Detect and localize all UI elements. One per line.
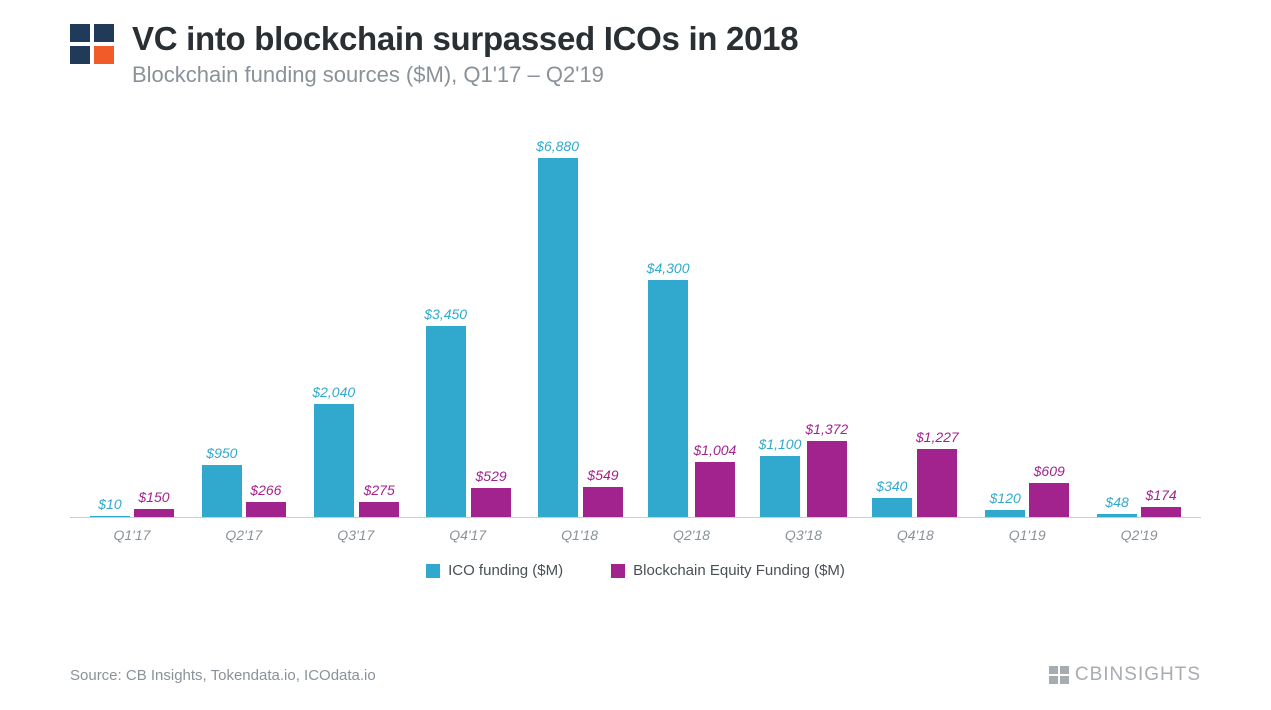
category-label: Q1'19 xyxy=(1009,527,1046,543)
bar-value-label: $1,100 xyxy=(759,436,802,452)
bar xyxy=(471,488,511,517)
bar xyxy=(1141,507,1181,517)
bar-value-label: $1,227 xyxy=(916,429,959,445)
bar xyxy=(1029,483,1069,517)
bar-wrap: $340 xyxy=(872,138,912,517)
bar xyxy=(202,465,242,517)
category-label: Q4'18 xyxy=(897,527,934,543)
bar-value-label: $950 xyxy=(206,445,237,461)
legend-swatch xyxy=(611,564,625,578)
bar-value-label: $549 xyxy=(587,467,618,483)
category-label: Q1'17 xyxy=(113,527,150,543)
bar-wrap: $10 xyxy=(90,138,130,517)
bar-value-label: $48 xyxy=(1105,494,1128,510)
bar xyxy=(760,456,800,517)
source-text: Source: CB Insights, Tokendata.io, ICOda… xyxy=(70,667,376,684)
chart-area: $10 $150 Q1'17 $950 $266 Q2'17 $2,040 $275 Q3'17… xyxy=(70,138,1201,568)
bar xyxy=(246,502,286,517)
chart-title: VC into blockchain surpassed ICOs in 201… xyxy=(132,20,798,58)
bar-group: $6,880$549Q1'18 xyxy=(524,138,636,517)
category-label: Q3'17 xyxy=(337,527,374,543)
bar-group: $3,450$529Q4'17 xyxy=(412,138,524,517)
bar-value-label: $1,004 xyxy=(693,442,736,458)
bar xyxy=(1097,514,1137,517)
legend-item: Blockchain Equity Funding ($M) xyxy=(611,562,845,579)
bar-value-label: $340 xyxy=(876,478,907,494)
category-label: Q1'18 xyxy=(561,527,598,543)
bar-value-label: $609 xyxy=(1034,463,1065,479)
bar-wrap: $48 xyxy=(1097,138,1137,517)
chart-plot: $10$150Q1'17$950$266Q2'17$2,040$275Q3'17… xyxy=(70,138,1201,518)
bar xyxy=(90,516,130,517)
chart-header: VC into blockchain surpassed ICOs in 201… xyxy=(70,20,1201,88)
bar-wrap: $609 xyxy=(1029,138,1069,517)
bar-wrap: $6,880 xyxy=(536,138,579,517)
chart-footer: Source: CB Insights, Tokendata.io, ICOda… xyxy=(70,664,1201,686)
bar-wrap: $1,227 xyxy=(916,138,959,517)
bar-group: $10$150Q1'17 xyxy=(76,138,188,517)
bar xyxy=(538,158,578,517)
bar-wrap: $120 xyxy=(985,138,1025,517)
bar xyxy=(359,502,399,517)
bar-value-label: $6,880 xyxy=(536,138,579,154)
category-label: Q3'18 xyxy=(785,527,822,543)
bar-value-label: $150 xyxy=(138,489,169,505)
bar-wrap: $4,300 xyxy=(647,138,690,517)
category-label: Q4'17 xyxy=(449,527,486,543)
legend-label: Blockchain Equity Funding ($M) xyxy=(633,562,845,579)
bar xyxy=(917,449,957,517)
bar-wrap: $529 xyxy=(471,138,511,517)
bar xyxy=(872,498,912,517)
bar-wrap: $3,450 xyxy=(424,138,467,517)
bar-value-label: $529 xyxy=(476,468,507,484)
footer-brand: CBINSIGHTS xyxy=(1049,664,1201,686)
bar-value-label: $174 xyxy=(1146,487,1177,503)
bar-group: $4,300$1,004Q2'18 xyxy=(636,138,748,517)
bar-value-label: $2,040 xyxy=(312,384,355,400)
bar-wrap: $549 xyxy=(583,138,623,517)
bar-wrap: $275 xyxy=(359,138,399,517)
bar-group: $2,040$275Q3'17 xyxy=(300,138,412,517)
bar-wrap: $2,040 xyxy=(312,138,355,517)
category-label: Q2'18 xyxy=(673,527,710,543)
chart-legend: ICO funding ($M) Blockchain Equity Fundin… xyxy=(70,562,1201,579)
cbinsights-mark-icon xyxy=(1049,666,1069,684)
bar-wrap: $266 xyxy=(246,138,286,517)
bar-value-label: $275 xyxy=(364,482,395,498)
bar xyxy=(985,510,1025,517)
bar-wrap: $150 xyxy=(134,138,174,517)
bar-value-label: $266 xyxy=(250,482,281,498)
bar-wrap: $1,372 xyxy=(805,138,848,517)
bar-value-label: $4,300 xyxy=(647,260,690,276)
bar-group: $120$609Q1'19 xyxy=(971,138,1083,517)
bar xyxy=(426,326,466,517)
bar-value-label: $120 xyxy=(990,490,1021,506)
cbinsights-logo-icon xyxy=(70,24,114,64)
legend-swatch xyxy=(426,564,440,578)
bar-wrap: $1,004 xyxy=(693,138,736,517)
bar xyxy=(583,487,623,517)
bar-group: $1,100$1,372Q3'18 xyxy=(747,138,859,517)
category-label: Q2'17 xyxy=(225,527,262,543)
bar xyxy=(314,404,354,517)
bar-value-label: $1,372 xyxy=(805,421,848,437)
bar-wrap: $174 xyxy=(1141,138,1181,517)
category-label: Q2'19 xyxy=(1121,527,1158,543)
bar-value-label: $3,450 xyxy=(424,306,467,322)
bar xyxy=(807,441,847,517)
bar-group: $48$174Q2'19 xyxy=(1083,138,1195,517)
bar xyxy=(648,280,688,518)
bar-wrap: $1,100 xyxy=(759,138,802,517)
legend-item: ICO funding ($M) xyxy=(426,562,563,579)
footer-brand-text: CBINSIGHTS xyxy=(1075,664,1201,686)
bar xyxy=(134,509,174,517)
bar-wrap: $950 xyxy=(202,138,242,517)
bar-value-label: $10 xyxy=(98,496,121,512)
bar xyxy=(695,462,735,517)
bar-group: $340$1,227Q4'18 xyxy=(859,138,971,517)
bar-group: $950$266Q2'17 xyxy=(188,138,300,517)
chart-subtitle: Blockchain funding sources ($M), Q1'17 –… xyxy=(132,62,798,88)
legend-label: ICO funding ($M) xyxy=(448,562,563,579)
